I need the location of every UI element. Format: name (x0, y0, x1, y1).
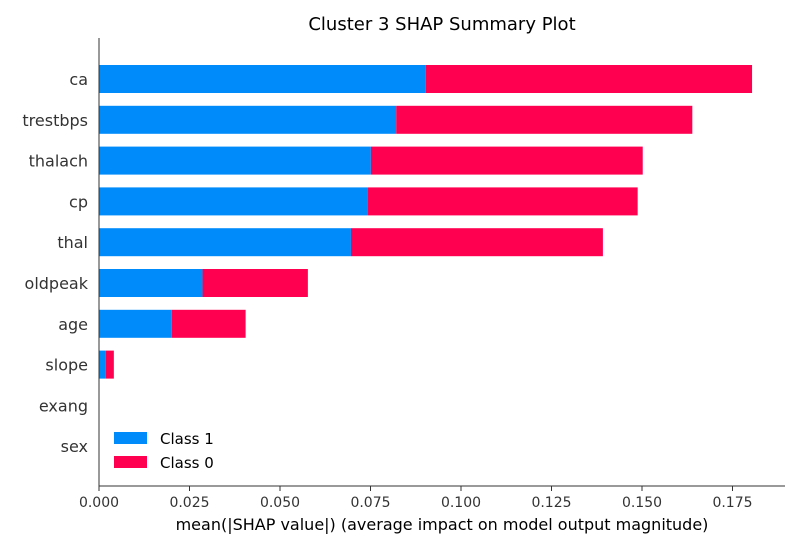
bar-cp-class-0 (367, 187, 638, 216)
x-axis: 0.000 0.025 0.050 0.075 0.100 0.125 0.150 0.175 (79, 485, 785, 511)
x-tick-label: 0.150 (622, 495, 662, 511)
bar-thal-class-0 (350, 228, 603, 257)
category-label-thal: thal (57, 233, 88, 252)
legend: Class 1 Class 0 (114, 430, 214, 472)
x-tick-label: 0.025 (169, 495, 209, 511)
bar-oldpeak-class-0 (202, 269, 308, 297)
bar-ca-class-1 (99, 65, 426, 93)
x-tick-label: 0.000 (79, 495, 119, 511)
legend-swatch-class-0 (114, 456, 147, 468)
category-label-oldpeak: oldpeak (25, 274, 89, 293)
bar-slope-class-1 (99, 350, 106, 379)
category-label-age: age (58, 315, 88, 334)
x-tick-label: 0.100 (441, 495, 481, 511)
bar-trestbps-class-1 (99, 105, 397, 134)
legend-label-class-0: Class 0 (160, 454, 214, 472)
x-axis-label: mean(|SHAP value|) (average impact on mo… (176, 515, 709, 534)
bar-slope-class-0 (105, 350, 114, 379)
category-labels: ca trestbps thalach cp thal oldpeak age slope ex… (22, 70, 88, 456)
legend-swatch-class-1 (114, 432, 147, 444)
category-label-sex: sex (61, 437, 88, 456)
chart-title: Cluster 3 SHAP Summary Plot (308, 14, 575, 35)
legend-label-class-1: Class 1 (160, 430, 214, 448)
bar-age-class-1 (99, 309, 172, 338)
bar-age-class-0 (171, 309, 246, 338)
category-label-exang: exang (39, 396, 88, 415)
bar-trestbps-class-0 (396, 105, 693, 134)
bar-thal-class-1 (99, 228, 351, 257)
bar-thalach-class-1 (99, 146, 371, 175)
bar-thalach-class-0 (370, 146, 643, 175)
category-label-ca: ca (69, 70, 88, 89)
category-label-trestbps: trestbps (22, 111, 88, 130)
bar-oldpeak-class-1 (99, 269, 203, 297)
bar-ca-class-0 (425, 65, 753, 93)
bar-cp-class-1 (99, 187, 368, 216)
x-tick-label: 0.175 (712, 495, 752, 511)
category-label-thalach: thalach (29, 152, 88, 171)
x-tick-label: 0.050 (260, 495, 300, 511)
x-tick-label: 0.075 (350, 495, 390, 511)
category-label-cp: cp (69, 192, 88, 211)
x-tick-label: 0.125 (531, 495, 571, 511)
bars-group (99, 65, 753, 379)
category-label-slope: slope (45, 356, 88, 375)
